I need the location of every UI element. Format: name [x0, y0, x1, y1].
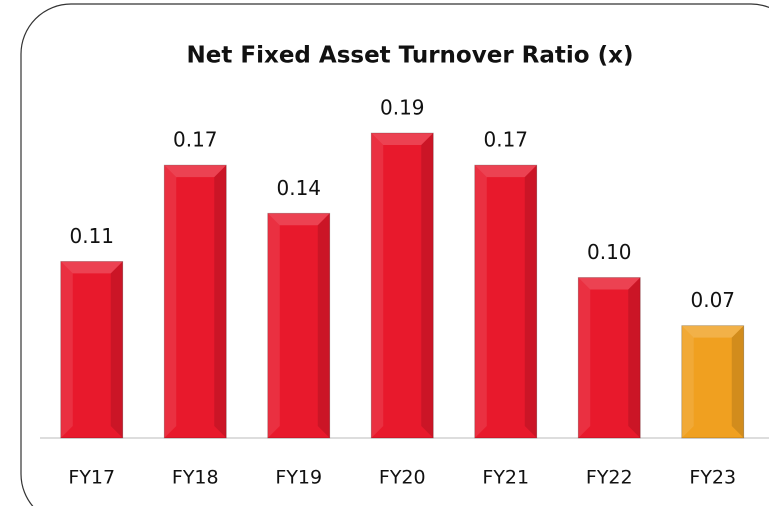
x-tick-label: FY18: [172, 467, 219, 489]
bar-bevel: [164, 165, 227, 178]
bar-bevel: [474, 165, 537, 178]
x-tick-label: FY19: [275, 467, 322, 489]
bar: [60, 261, 124, 439]
bar-bevel: [371, 133, 384, 438]
bar-bevel: [681, 325, 694, 438]
bar-bevel: [474, 165, 487, 438]
bar-bevel: [317, 213, 330, 438]
bar: [474, 164, 538, 439]
x-tick-label: FY22: [586, 467, 633, 489]
chart-title: Net Fixed Asset Turnover Ratio (x): [187, 43, 634, 69]
x-tick-label: FY20: [379, 467, 426, 489]
bar-bevel: [731, 325, 744, 438]
bar-bevel: [578, 277, 591, 438]
bar-bevel: [267, 213, 330, 226]
bar-bevel: [524, 165, 537, 438]
x-tick-label: FY23: [689, 467, 736, 489]
bar: [370, 132, 434, 439]
bar-bevel: [60, 261, 123, 274]
bar: [163, 164, 227, 439]
bar-bevel: [681, 325, 744, 338]
data-label: 0.19: [380, 96, 425, 120]
bar: [681, 325, 745, 439]
x-tick-label: FY17: [68, 467, 115, 489]
bar: [267, 212, 331, 439]
bar-bevel: [578, 277, 641, 290]
bar: [577, 277, 641, 439]
bar-bevel: [214, 165, 227, 438]
bar-bevel: [421, 133, 434, 438]
data-label: 0.17: [483, 128, 528, 152]
data-label: 0.14: [276, 176, 321, 200]
x-tick-label: FY21: [482, 467, 529, 489]
data-label: 0.07: [690, 288, 735, 312]
bar-bevel: [628, 277, 641, 438]
bar-bevel: [164, 165, 177, 438]
data-label: 0.10: [587, 240, 632, 264]
bar-bevel: [110, 261, 123, 438]
bar-bevel: [371, 133, 434, 145]
data-label: 0.17: [173, 128, 218, 152]
bar-bevel: [60, 261, 73, 438]
bar-bevel: [267, 213, 280, 438]
data-label: 0.11: [69, 224, 114, 248]
